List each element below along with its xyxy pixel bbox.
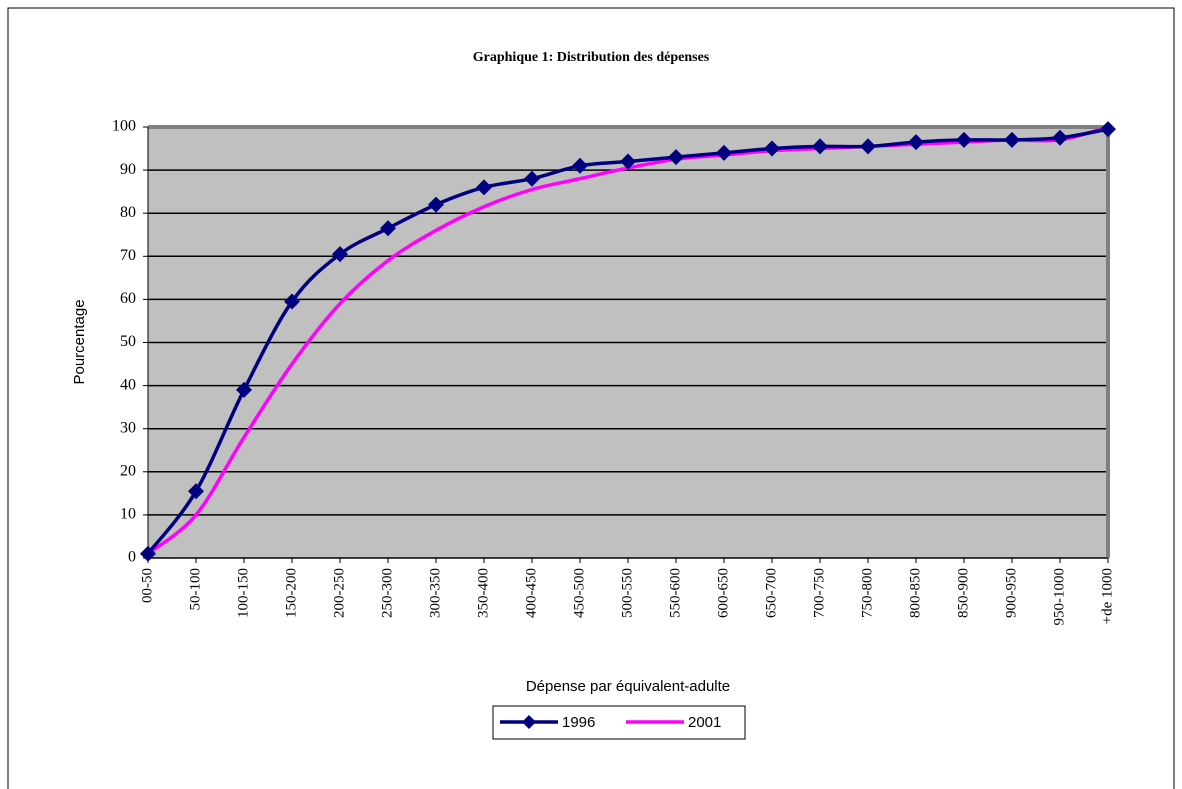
data-point	[332, 246, 348, 263]
x-tick-label: 100-150	[235, 568, 251, 618]
data-point	[1052, 129, 1068, 146]
y-tick-label: 70	[120, 247, 136, 264]
y-tick-label: 80	[120, 204, 136, 221]
data-point	[1100, 121, 1116, 138]
data-point	[524, 170, 540, 187]
data-point	[572, 157, 588, 174]
data-point	[236, 381, 252, 398]
data-point	[1004, 131, 1020, 148]
x-tick-label: 850-900	[955, 568, 971, 618]
data-point	[140, 545, 156, 562]
data-point	[188, 483, 204, 500]
y-tick-label: 100	[112, 118, 136, 135]
data-point	[668, 149, 684, 166]
y-tick-label: 20	[120, 462, 136, 479]
legend-label: 1996	[562, 714, 595, 731]
x-tick-label: 00-50	[139, 568, 155, 603]
y-tick-label: 0	[128, 549, 136, 566]
data-point	[380, 220, 396, 237]
x-tick-label: 450-500	[571, 568, 587, 618]
x-tick-label: 700-750	[811, 568, 827, 618]
data-point	[812, 138, 828, 155]
x-tick-label: 750-800	[859, 568, 875, 618]
data-point	[860, 138, 876, 155]
y-tick-label: 40	[120, 376, 136, 393]
x-tick-label: 550-600	[667, 568, 683, 618]
data-point	[428, 196, 444, 213]
data-point	[956, 131, 972, 148]
data-point	[716, 144, 732, 161]
data-point	[284, 293, 300, 310]
y-axis-label: Pourcentage	[71, 299, 88, 384]
y-tick-label: 90	[120, 161, 136, 178]
data-point	[764, 140, 780, 157]
series-line	[146, 125, 1109, 556]
legend-marker	[522, 715, 536, 729]
data-point	[476, 179, 492, 196]
data-point	[908, 134, 924, 151]
x-axis-label: Dépense par équivalent-adulte	[526, 678, 730, 695]
x-tick-label: 950-1000	[1051, 568, 1067, 626]
x-tick-label: 650-700	[763, 568, 779, 618]
x-tick-label: 400-450	[523, 568, 539, 618]
x-tick-label: 150-200	[283, 568, 299, 618]
x-tick-label: 900-950	[1003, 568, 1019, 618]
x-tick-label: 800-850	[907, 568, 923, 618]
x-tick-label: 200-250	[331, 568, 347, 618]
y-tick-label: 30	[120, 419, 136, 436]
x-tick-label: 350-400	[475, 568, 491, 618]
y-tick-label: 60	[120, 290, 136, 307]
legend-label: 2001	[688, 714, 721, 731]
y-tick-label: 50	[120, 333, 136, 350]
x-tick-label: 50-100	[187, 568, 203, 611]
chart-title: Graphique 1: Distribution des dépenses	[473, 50, 710, 65]
data-point	[620, 153, 636, 170]
x-tick-label: 250-300	[379, 568, 395, 618]
x-tick-label: 500-550	[619, 568, 635, 618]
x-tick-label: 300-350	[427, 568, 443, 618]
x-tick-label: 600-650	[715, 568, 731, 618]
y-tick-label: 10	[120, 506, 136, 523]
series-line	[146, 127, 1109, 555]
x-tick-label: +de 1000	[1099, 568, 1115, 624]
